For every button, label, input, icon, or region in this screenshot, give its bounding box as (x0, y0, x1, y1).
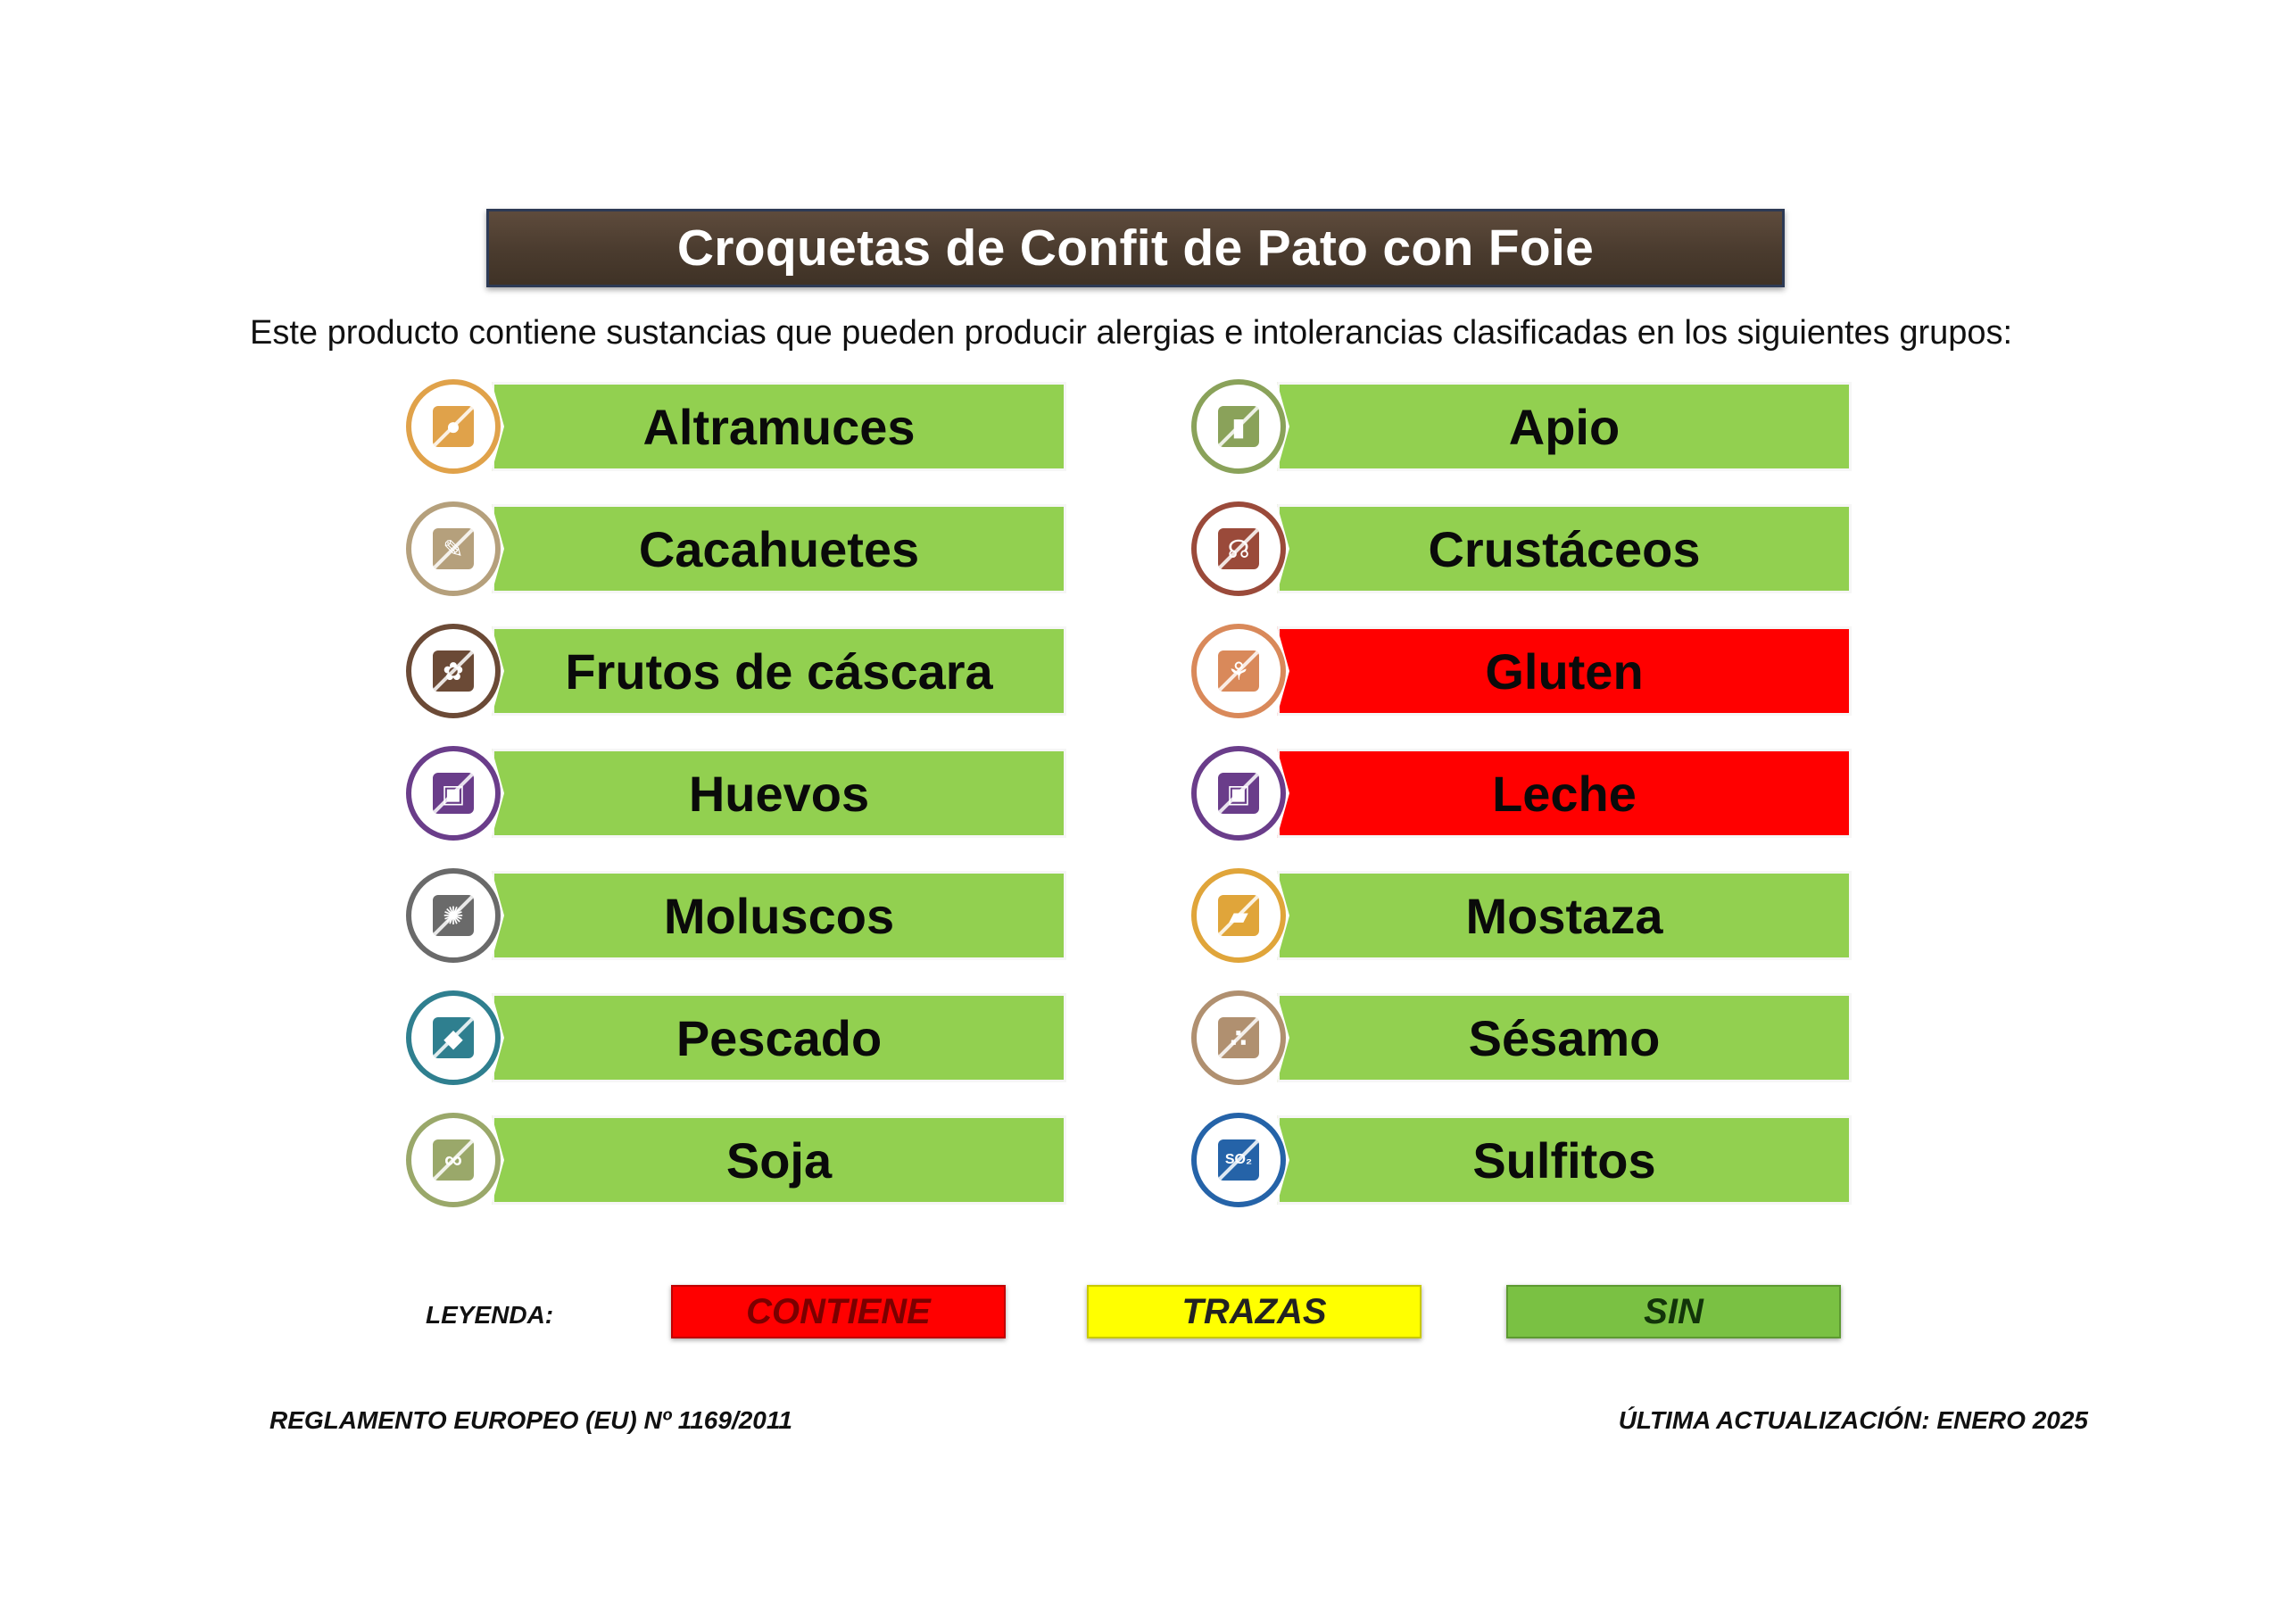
allergen-item: ▣ Leche (1191, 746, 1905, 841)
product-title-banner: Croquetas de Confit de Pato con Foie (486, 209, 1785, 287)
allergen-item: SO₂ Sulfitos (1191, 1113, 1905, 1207)
allergen-icon-ring: ▮ (1191, 379, 1286, 474)
allergen-label: Sésamo (1468, 1009, 1661, 1066)
legend-trazas: TRAZAS (1087, 1285, 1422, 1338)
allergen-icon-ring: ▣ (1191, 746, 1286, 841)
peanut-icon: ✎ (433, 528, 474, 569)
regulation-footer: REGLAMENTO EUROPEO (EU) Nº 1169/2011 (269, 1406, 792, 1434)
allergen-icon-ring: ▰ (1191, 868, 1286, 963)
allergen-icon-ring: ✿ (406, 624, 501, 718)
allergen-icon-ring: ◆ (406, 990, 501, 1085)
allergen-status-bar: Leche (1277, 749, 1852, 838)
allergen-icon-ring: ⚘ (1191, 624, 1286, 718)
allergen-item: ☊ Crustáceos (1191, 501, 1905, 596)
allergen-item: ▰ Mostaza (1191, 868, 1905, 963)
allergen-item: ∴ Sésamo (1191, 990, 1905, 1085)
allergen-status-bar: Huevos (492, 749, 1066, 838)
allergen-icon-ring: ∞ (406, 1113, 501, 1207)
sulphite-icon: SO₂ (1218, 1139, 1259, 1181)
allergen-status-bar: Sulfitos (1277, 1115, 1852, 1205)
allergen-icon-ring: ▣ (406, 746, 501, 841)
allergen-status-bar: Frutos de cáscara (492, 626, 1066, 716)
product-title: Croquetas de Confit de Pato con Foie (676, 220, 1595, 277)
allergen-item: ✎ Cacahuetes (406, 501, 1120, 596)
allergen-item: ▮ Apio (1191, 379, 1905, 474)
allergen-label: Soja (725, 1131, 833, 1189)
allergen-label: Altramuces (642, 398, 916, 455)
intro-text: Este producto contiene sustancias que pu… (250, 314, 2013, 352)
allergen-label: Pescado (676, 1009, 883, 1066)
allergen-icon-ring: ✎ (406, 501, 501, 596)
legend-sin: SIN (1506, 1285, 1841, 1338)
allergen-label: Crustáceos (1428, 520, 1701, 577)
allergen-item: ✿ Frutos de cáscara (406, 624, 1120, 718)
allergen-status-bar: Apio (1277, 382, 1852, 471)
allergen-label: Apio (1508, 398, 1620, 455)
allergen-label: Frutos de cáscara (565, 642, 993, 700)
fish-icon: ◆ (433, 1017, 474, 1058)
allergen-grid: ● Altramuces ▮ Apio ✎ Cacahuetes ☊ Crustáceos ✿ F… (406, 379, 1852, 1218)
allergen-item: ✺ Moluscos (406, 868, 1120, 963)
wheat-icon: ⚘ (1218, 650, 1259, 692)
nut-icon: ✿ (433, 650, 474, 692)
allergen-label: Huevos (688, 765, 870, 822)
sesame-icon: ∴ (1218, 1017, 1259, 1058)
shell-icon: ✺ (433, 895, 474, 936)
allergen-status-bar: Sésamo (1277, 993, 1852, 1082)
allergen-label: Leche (1492, 765, 1637, 822)
mustard-icon: ▰ (1218, 895, 1259, 936)
allergen-item: ▣ Huevos (406, 746, 1120, 841)
egg-icon: ▣ (433, 773, 474, 814)
celery-icon: ▮ (1218, 406, 1259, 447)
allergen-icon-ring: ● (406, 379, 501, 474)
legend-contiene: CONTIENE (671, 1285, 1006, 1338)
lupin-icon: ● (433, 406, 474, 447)
allergen-item: ● Altramuces (406, 379, 1120, 474)
allergen-item: ∞ Soja (406, 1113, 1120, 1207)
allergen-status-bar: Pescado (492, 993, 1066, 1082)
allergen-icon-ring: ∴ (1191, 990, 1286, 1085)
allergen-label: Gluten (1485, 642, 1644, 700)
last-update-footer: ÚLTIMA ACTUALIZACIÓN: ENERO 2025 (1618, 1406, 2088, 1434)
allergen-item: ◆ Pescado (406, 990, 1120, 1085)
soy-icon: ∞ (433, 1139, 474, 1181)
legend-label: LEYENDA: (426, 1301, 554, 1329)
allergen-status-bar: Gluten (1277, 626, 1852, 716)
allergen-label: Mostaza (1465, 887, 1663, 944)
allergen-icon-ring: ☊ (1191, 501, 1286, 596)
allergen-status-bar: Mostaza (1277, 871, 1852, 960)
shrimp-icon: ☊ (1218, 528, 1259, 569)
allergen-status-bar: Soja (492, 1115, 1066, 1205)
allergen-status-bar: Altramuces (492, 382, 1066, 471)
allergen-label: Moluscos (663, 887, 895, 944)
allergen-label: Sulfitos (1472, 1131, 1656, 1189)
milk-icon: ▣ (1218, 773, 1259, 814)
allergen-icon-ring: ✺ (406, 868, 501, 963)
allergen-icon-ring: SO₂ (1191, 1113, 1286, 1207)
allergen-item: ⚘ Gluten (1191, 624, 1905, 718)
allergen-status-bar: Crustáceos (1277, 504, 1852, 593)
allergen-status-bar: Moluscos (492, 871, 1066, 960)
allergen-status-bar: Cacahuetes (492, 504, 1066, 593)
allergen-label: Cacahuetes (638, 520, 920, 577)
